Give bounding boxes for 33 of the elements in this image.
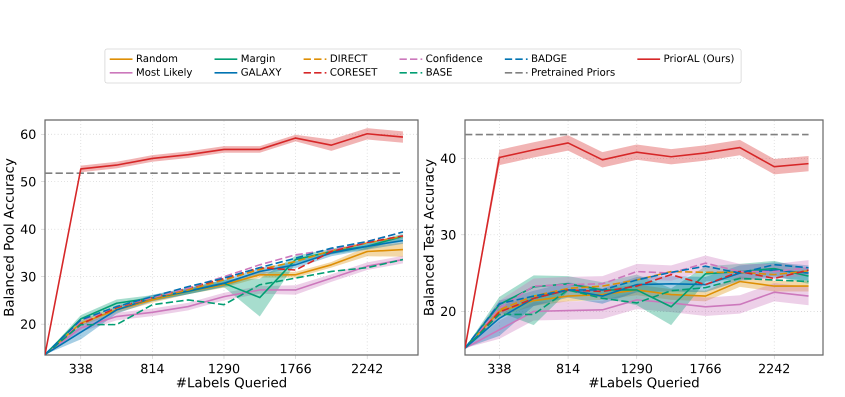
y-tick-label: 30 bbox=[21, 272, 36, 282]
y-tick-label: 50 bbox=[21, 176, 36, 187]
x-tick-label: 2242 bbox=[759, 364, 790, 374]
legend-label: PriorAL (Ours) bbox=[664, 54, 734, 64]
x-tick-label: 1290 bbox=[622, 364, 652, 374]
x-axis-title: #Labels Queried bbox=[589, 377, 698, 389]
x-tick-label: 338 bbox=[488, 364, 511, 374]
legend-label: Confidence bbox=[426, 54, 482, 62]
x-tick-label: 2242 bbox=[352, 364, 382, 374]
x-tick-label: 1290 bbox=[209, 364, 240, 374]
legend-label: Random bbox=[136, 54, 178, 62]
legend-label: DIRECT bbox=[330, 54, 368, 62]
y-tick-label: 30 bbox=[441, 230, 456, 240]
y-axis-title: Balanced Pool Accuracy bbox=[3, 158, 16, 316]
y-tick-label: 20 bbox=[441, 306, 456, 316]
legend-label: GALAXY bbox=[241, 68, 282, 76]
x-tick-label: 814 bbox=[556, 364, 580, 374]
x-axis-title: #Labels Queried bbox=[176, 377, 286, 389]
legend-label: CORESET bbox=[330, 68, 378, 76]
x-tick-label: 338 bbox=[70, 364, 92, 374]
legend-label: BADGE bbox=[532, 54, 566, 62]
y-tick-label: 60 bbox=[21, 129, 36, 140]
x-tick-label: 814 bbox=[141, 364, 164, 374]
legend-label: Most Likely bbox=[136, 68, 192, 78]
legend-label: Margin bbox=[242, 54, 275, 64]
y-tick-label: 20 bbox=[21, 319, 36, 329]
x-tick-label: 1766 bbox=[280, 364, 311, 374]
y-axis-title: Balanced Test Accuracy bbox=[423, 159, 436, 315]
legend-label: BASE bbox=[426, 68, 452, 76]
legend-label: Pretrained Priors bbox=[532, 68, 615, 76]
x-tick-label: 1766 bbox=[690, 364, 721, 374]
y-tick-label: 40 bbox=[20, 224, 36, 234]
y-tick-label: 40 bbox=[440, 153, 456, 164]
